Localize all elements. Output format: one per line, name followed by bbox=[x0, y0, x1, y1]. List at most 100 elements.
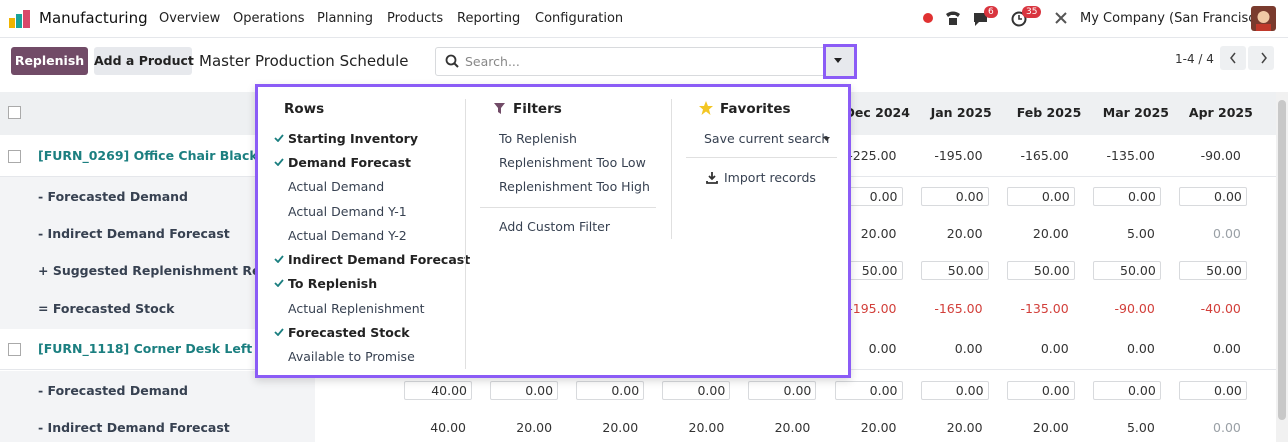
debug-icon[interactable] bbox=[1054, 11, 1068, 25]
chat-icon[interactable] bbox=[972, 11, 990, 27]
add-product-button[interactable]: Add a Product bbox=[94, 47, 194, 75]
pager: 1-4 / 4 bbox=[1175, 52, 1214, 66]
row-option[interactable]: Actual Replenishment bbox=[288, 301, 425, 316]
row-label: - Forecasted Demand bbox=[38, 383, 188, 398]
check-mark bbox=[274, 255, 284, 263]
cell-input[interactable]: 40.00 bbox=[404, 381, 472, 400]
cell-value: 40.00 bbox=[430, 420, 466, 435]
import-icon bbox=[706, 172, 718, 184]
product-link[interactable]: [FURN_0269] Office Chair Black bbox=[38, 148, 258, 163]
search-placeholder[interactable]: Search... bbox=[465, 54, 520, 69]
cell-value: 0.00 bbox=[868, 341, 897, 356]
cell-value: -90.00 bbox=[1114, 301, 1155, 316]
cell-value: -165.00 bbox=[1020, 148, 1069, 163]
cell-input[interactable]: 50.00 bbox=[920, 261, 989, 280]
user-avatar[interactable] bbox=[1251, 6, 1276, 31]
menu-item[interactable]: Reporting bbox=[457, 11, 521, 26]
cell-value: -90.00 bbox=[1200, 148, 1241, 163]
row-checkbox[interactable] bbox=[8, 343, 21, 356]
row-option[interactable]: Forecasted Stock bbox=[288, 325, 410, 340]
cell-input[interactable]: 0.00 bbox=[490, 381, 559, 400]
menu-item[interactable]: Overview bbox=[159, 11, 221, 26]
check-mark bbox=[274, 279, 284, 287]
filter-option[interactable]: Replenishment Too Low bbox=[499, 155, 646, 170]
cell-input[interactable]: 0.00 bbox=[1006, 187, 1075, 206]
cell-value: 0.00 bbox=[1040, 341, 1069, 356]
check-mark bbox=[274, 328, 284, 336]
menu-item[interactable]: Operations bbox=[233, 11, 305, 26]
cell-value: 20.00 bbox=[1032, 420, 1069, 435]
phone-icon[interactable] bbox=[944, 10, 962, 26]
cell-input[interactable]: 0.00 bbox=[920, 187, 989, 206]
custom-filter[interactable]: Add Custom Filter bbox=[499, 219, 610, 234]
rows-title: Rows bbox=[284, 101, 325, 117]
pager-next[interactable] bbox=[1248, 46, 1274, 70]
menu-item[interactable]: Configuration bbox=[535, 11, 624, 26]
cell-value: 5.00 bbox=[1126, 420, 1155, 435]
company-switcher[interactable]: My Company (San Francisco) bbox=[1080, 11, 1269, 26]
pager-prev[interactable] bbox=[1220, 46, 1246, 70]
cell-input[interactable]: 0.00 bbox=[920, 381, 989, 400]
separator bbox=[480, 207, 656, 208]
row-label: - Indirect Demand Forecast bbox=[38, 226, 230, 241]
cell-input[interactable]: 50.00 bbox=[1178, 261, 1247, 280]
favorites-title: Favorites bbox=[720, 101, 791, 117]
app-name[interactable]: Manufacturing bbox=[39, 9, 148, 27]
activity-badge: 35 bbox=[1022, 6, 1042, 18]
app-logo bbox=[9, 10, 30, 28]
column-header: Apr 2025 bbox=[1188, 105, 1253, 120]
cell-input[interactable]: 0.00 bbox=[662, 381, 731, 400]
cell-value: 20.00 bbox=[946, 226, 983, 241]
select-all[interactable] bbox=[8, 106, 21, 119]
cell-input[interactable]: 0.00 bbox=[576, 381, 645, 400]
caret bbox=[834, 58, 842, 63]
separator bbox=[465, 99, 466, 369]
cell-input[interactable]: 50.00 bbox=[1092, 261, 1161, 280]
menu-item[interactable]: Products bbox=[387, 11, 444, 26]
menu-item[interactable]: Planning bbox=[317, 11, 373, 26]
cell-value: -195.00 bbox=[848, 301, 897, 316]
cell-value: 0.00 bbox=[1213, 420, 1241, 435]
cell-value: -40.00 bbox=[1200, 301, 1241, 316]
cell-value: -135.00 bbox=[1020, 301, 1069, 316]
cell-value: 20.00 bbox=[688, 420, 725, 435]
row-option[interactable]: Actual Demand Y-2 bbox=[288, 228, 407, 243]
import-records[interactable]: Import records bbox=[724, 170, 816, 185]
cell-input[interactable]: 0.00 bbox=[1178, 381, 1247, 400]
row-option[interactable]: Actual Demand Y-1 bbox=[288, 204, 407, 219]
cell-input[interactable]: 0.00 bbox=[834, 381, 903, 400]
search-dropdown bbox=[255, 84, 851, 378]
save-search[interactable]: Save current search bbox=[704, 131, 830, 146]
cell-input[interactable]: 0.00 bbox=[1178, 187, 1247, 206]
cell-input[interactable]: 0.00 bbox=[1006, 381, 1075, 400]
cell-input[interactable]: 0.00 bbox=[1092, 187, 1161, 206]
column-header: Dec 2024 bbox=[844, 105, 910, 120]
row-label: - Forecasted Demand bbox=[38, 189, 188, 204]
row-checkbox[interactable] bbox=[8, 150, 21, 163]
separator bbox=[671, 99, 672, 239]
cell-input[interactable]: 0.00 bbox=[748, 381, 817, 400]
row-label: = Forecasted Stock bbox=[38, 301, 175, 316]
activity-icon[interactable] bbox=[1011, 11, 1027, 27]
row-option[interactable]: Demand Forecast bbox=[288, 155, 412, 170]
row-label: + Suggested Replenishment Replenis bbox=[38, 263, 303, 278]
filter-option[interactable]: To Replenish bbox=[499, 131, 577, 146]
scrollbar-thumb[interactable] bbox=[1278, 100, 1286, 420]
row-option[interactable]: Available to Promise bbox=[288, 349, 415, 364]
row-option[interactable]: Starting Inventory bbox=[288, 131, 418, 146]
caret bbox=[823, 137, 830, 141]
cell-input[interactable]: 0.00 bbox=[1092, 381, 1161, 400]
cell-value: -225.00 bbox=[848, 148, 897, 163]
row-option[interactable]: Indirect Demand Forecast bbox=[288, 252, 471, 267]
navbar bbox=[0, 0, 1288, 38]
cell-input[interactable]: 50.00 bbox=[1006, 261, 1075, 280]
pager-arrows bbox=[1230, 52, 1267, 64]
replenish-button[interactable]: Replenish bbox=[11, 47, 88, 75]
filter-icon bbox=[494, 103, 505, 114]
product-link[interactable]: [FURN_1118] Corner Desk Left Sit bbox=[38, 341, 276, 356]
filter-option[interactable]: Replenishment Too High bbox=[499, 179, 650, 194]
row-option[interactable]: To Replenish bbox=[288, 276, 378, 291]
row-option[interactable]: Actual Demand bbox=[288, 179, 385, 194]
search-toggle[interactable] bbox=[823, 44, 857, 79]
